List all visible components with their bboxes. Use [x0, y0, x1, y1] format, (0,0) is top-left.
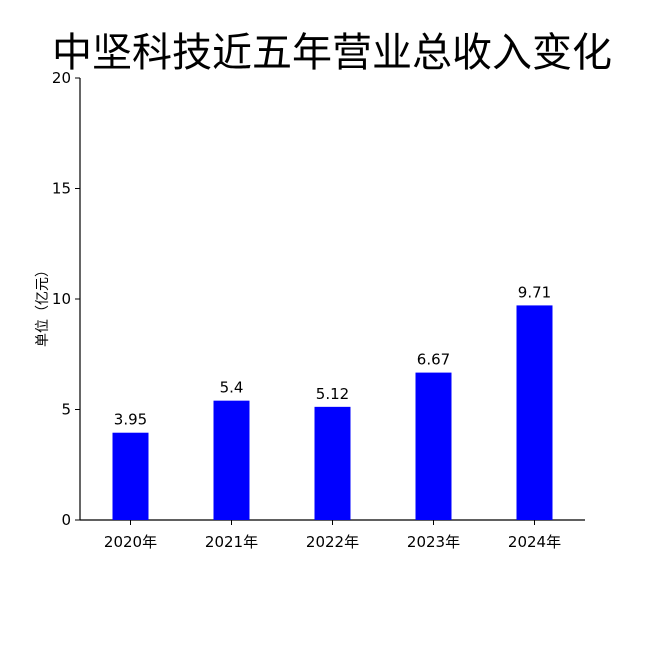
data-label-1: 5.4	[220, 379, 244, 397]
data-label-4: 9.71	[518, 283, 551, 301]
y-ticks: 0 5 10 15 20	[52, 69, 80, 529]
y-tick-label: 15	[52, 180, 71, 198]
y-axis-label: 单位（亿元）	[35, 263, 51, 347]
data-label-2: 5.12	[316, 385, 349, 403]
x-axis: 2020年 2021年 2022年 2023年 2024年	[80, 519, 585, 551]
bar-4	[516, 305, 553, 520]
bar-0	[112, 432, 149, 520]
y-axis: 0 5 10 15 20	[52, 69, 81, 529]
data-labels: 3.95 5.4 5.12 6.67 9.71	[114, 283, 551, 428]
x-tick-label: 2022年	[306, 533, 359, 551]
chart-title: 中坚科技近五年营业总收入变化	[52, 30, 612, 76]
bars	[112, 305, 553, 520]
bar-1	[213, 400, 250, 520]
bar-2	[314, 406, 351, 520]
x-ticks: 2020年 2021年 2022年 2023年 2024年	[104, 520, 561, 551]
bar-3	[415, 372, 452, 520]
x-tick-label: 2023年	[407, 533, 460, 551]
y-tick-label: 20	[52, 69, 71, 87]
x-tick-label: 2024年	[508, 533, 561, 551]
x-tick-label: 2021年	[205, 533, 258, 551]
data-label-0: 3.95	[114, 411, 147, 429]
y-tick-label: 10	[52, 290, 71, 308]
data-label-3: 6.67	[417, 351, 450, 369]
x-tick-label: 2020年	[104, 533, 157, 551]
y-tick-label: 0	[61, 511, 71, 529]
y-tick-label: 5	[61, 401, 71, 419]
